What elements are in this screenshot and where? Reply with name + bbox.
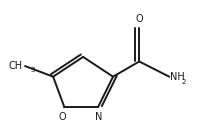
Text: NH: NH xyxy=(170,72,185,82)
Text: N: N xyxy=(95,112,103,122)
Text: O: O xyxy=(59,112,66,122)
Text: 3: 3 xyxy=(31,67,35,73)
Text: 2: 2 xyxy=(182,78,186,85)
Text: CH: CH xyxy=(8,61,22,71)
Text: O: O xyxy=(135,14,143,24)
